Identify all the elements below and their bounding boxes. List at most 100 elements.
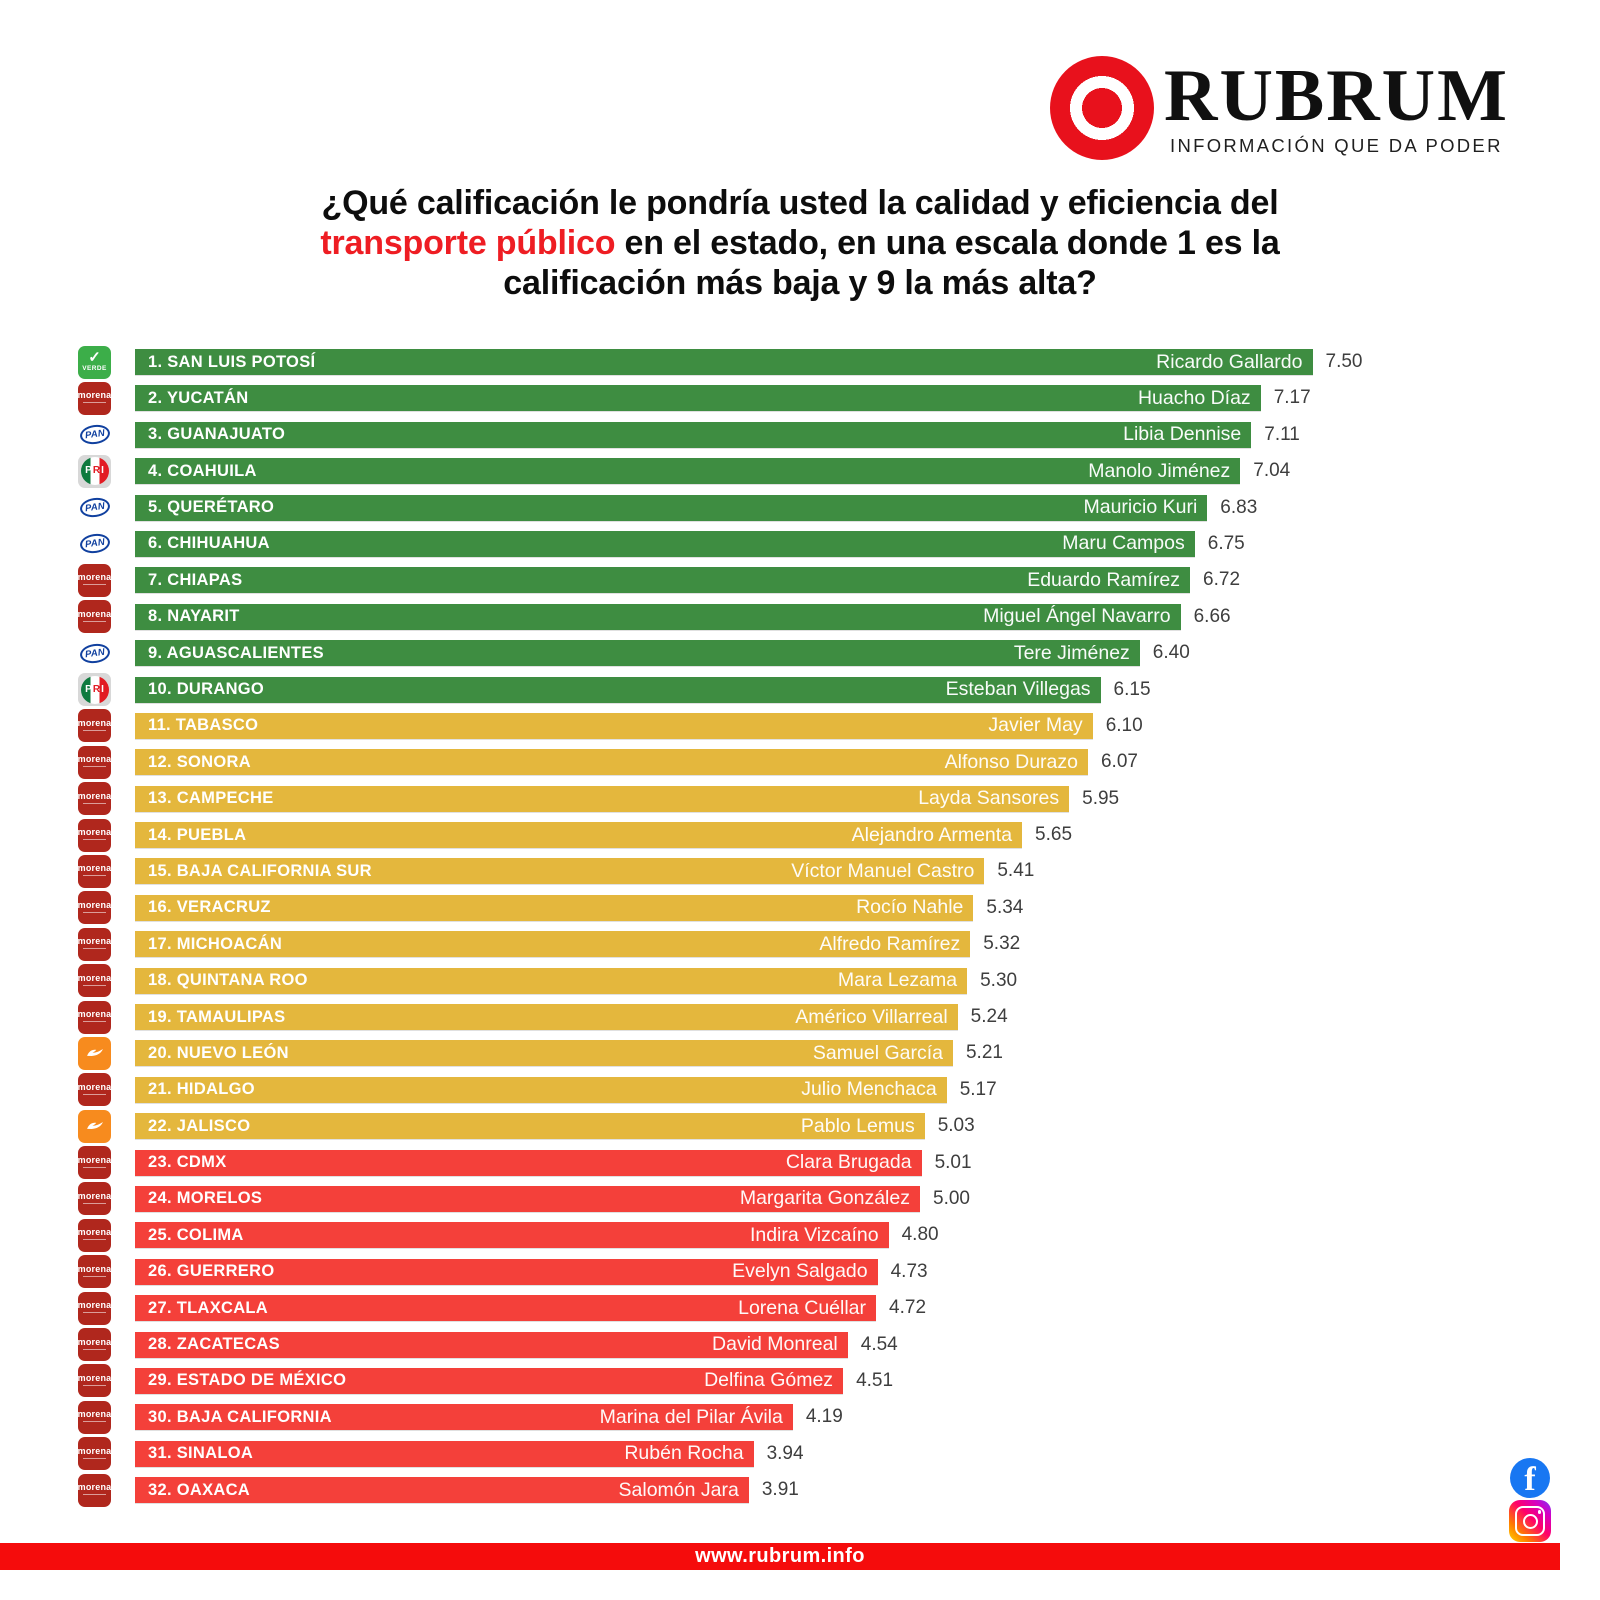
party-morena-icon: morena <box>78 745 111 779</box>
governor-name: Américo Villarreal <box>795 1005 948 1028</box>
state-bar: 8. NAYARIT Miguel Ángel Navarro <box>135 603 1181 630</box>
facebook-icon[interactable]: f <box>1510 1458 1550 1498</box>
party-morena-icon: morena <box>78 1073 111 1107</box>
party-morena-icon: morena <box>78 1364 111 1398</box>
state-bar: 24. MORELOS Margarita González <box>135 1185 920 1212</box>
chart-row: PAN 6. CHIHUAHUA Maru Campos 6.75 <box>78 527 1362 561</box>
state-bar: 19. TAMAULIPAS Américo Villarreal <box>135 1004 958 1031</box>
party-morena-icon: morena <box>78 600 111 634</box>
chart-row: morena 8. NAYARIT Miguel Ángel Navarro 6… <box>78 600 1362 634</box>
state-bar: 10. DURANGO Esteban Villegas <box>135 676 1101 703</box>
governor-name: Rocío Nahle <box>856 896 964 919</box>
governor-name: Mara Lezama <box>837 969 958 992</box>
footer-url[interactable]: www.rubrum.info <box>695 1545 865 1567</box>
governor-name: Indira Vizcaíno <box>749 1223 879 1246</box>
governor-name: Salomón Jara <box>618 1478 739 1501</box>
state-bar: 4. COAHUILA Manolo Jiménez <box>135 458 1241 485</box>
party-morena-icon: morena <box>78 1400 111 1434</box>
governor-name: Miguel Ángel Navarro <box>983 605 1171 628</box>
governor-name: Eduardo Ramírez <box>1027 568 1181 591</box>
chart-row: morena 18. QUINTANA ROO Mara Lezama 5.30 <box>78 964 1362 998</box>
state-bar: 27. TLAXCALA Lorena Cuéllar <box>135 1295 877 1322</box>
state-label: 17. MICHOACÁN <box>148 934 283 953</box>
score-value: 4.54 <box>860 1333 898 1355</box>
score-value: 5.03 <box>937 1115 975 1137</box>
party-pan-icon: PAN <box>78 418 111 452</box>
state-label: 16. VERACRUZ <box>148 898 271 917</box>
state-label: 12. SONORA <box>148 752 251 771</box>
score-value: 6.72 <box>1203 569 1241 591</box>
state-bar: 22. JALISCO Pablo Lemus <box>135 1113 925 1140</box>
governor-name: Layda Sansores <box>918 787 1060 810</box>
instagram-flash-dot <box>1537 1510 1541 1514</box>
score-value: 7.04 <box>1253 460 1291 482</box>
question-line2: transporte público en el estado, en una … <box>0 223 1600 263</box>
instagram-icon[interactable] <box>1509 1500 1551 1542</box>
governor-name: Clara Brugada <box>785 1151 912 1174</box>
chart-row: morena 15. BAJA CALIFORNIA SUR Víctor Ma… <box>78 854 1362 888</box>
governor-name: Rubén Rocha <box>624 1442 744 1465</box>
score-value: 4.73 <box>890 1260 928 1282</box>
chart-row: PAN 9. AGUASCALIENTES Tere Jiménez 6.40 <box>78 636 1362 670</box>
state-label: 15. BAJA CALIFORNIA SUR <box>148 861 372 880</box>
state-bar: 5. QUERÉTARO Mauricio Kuri <box>135 494 1208 521</box>
instagram-camera-frame <box>1515 1506 1545 1536</box>
chart-row: morena 25. COLIMA Indira Vizcaíno 4.80 <box>78 1218 1362 1252</box>
rubrum-logo: RUBRUM INFORMACIÓN QUE DA PODER <box>1050 56 1509 160</box>
governor-name: Alfonso Durazo <box>944 750 1078 773</box>
state-label: 26. GUERRERO <box>148 1262 275 1281</box>
state-label: 28. ZACATECAS <box>148 1335 280 1354</box>
state-label: 1. SAN LUIS POTOSÍ <box>148 352 316 371</box>
question-line2-rest: en el estado, en una escala donde 1 es l… <box>615 224 1280 262</box>
state-bar: 23. CDMX Clara Brugada <box>135 1149 922 1176</box>
chart-row: morena 16. VERACRUZ Rocío Nahle 5.34 <box>78 891 1362 925</box>
state-label: 6. CHIHUAHUA <box>148 534 270 553</box>
chart-row: morena 13. CAMPECHE Layda Sansores 5.95 <box>78 782 1362 816</box>
state-label: 11. TABASCO <box>148 716 259 735</box>
state-bar: 21. HIDALGO Julio Menchaca <box>135 1076 947 1103</box>
state-label: 5. QUERÉTARO <box>148 498 275 517</box>
state-bar: 16. VERACRUZ Rocío Nahle <box>135 894 974 921</box>
state-label: 9. AGUASCALIENTES <box>148 643 324 662</box>
brand-tagline: INFORMACIÓN QUE DA PODER <box>1170 134 1503 156</box>
score-value: 5.30 <box>980 969 1018 991</box>
governor-name: Tere Jiménez <box>1013 641 1130 664</box>
governor-name: Esteban Villegas <box>945 678 1091 701</box>
chart-row: morena 21. HIDALGO Julio Menchaca 5.17 <box>78 1073 1362 1107</box>
governor-name: Ricardo Gallardo <box>1156 350 1303 373</box>
state-label: 20. NUEVO LEÓN <box>148 1043 289 1062</box>
party-morena-icon: morena <box>78 1291 111 1325</box>
score-value: 6.66 <box>1193 605 1231 627</box>
state-bar: 9. AGUASCALIENTES Tere Jiménez <box>135 640 1140 667</box>
score-value: 7.11 <box>1264 423 1300 445</box>
chart-row: PAN 5. QUERÉTARO Mauricio Kuri 6.83 <box>78 491 1362 525</box>
question-line1: ¿Qué calificación le pondría usted la ca… <box>321 184 1279 222</box>
state-bar: 32. OAXACA Salomón Jara <box>135 1477 749 1504</box>
state-label: 24. MORELOS <box>148 1189 263 1208</box>
governor-name: Delfina Gómez <box>704 1369 834 1392</box>
state-label: 21. HIDALGO <box>148 1080 255 1099</box>
chart-row: morena 28. ZACATECAS David Monreal 4.54 <box>78 1328 1362 1362</box>
party-pan-icon: PAN <box>78 527 111 561</box>
governor-name: Samuel García <box>812 1041 943 1064</box>
chart-row: morena 32. OAXACA Salomón Jara 3.91 <box>78 1473 1362 1507</box>
score-value: 6.75 <box>1207 532 1245 554</box>
party-morena-icon: morena <box>78 1473 111 1507</box>
state-label: 10. DURANGO <box>148 680 265 699</box>
chart-row: morena 26. GUERRERO Evelyn Salgado 4.73 <box>78 1255 1362 1289</box>
state-bar: 1. SAN LUIS POTOSÍ Ricardo Gallardo <box>135 349 1313 375</box>
score-value: 6.15 <box>1113 678 1151 700</box>
bullseye-icon <box>1050 56 1154 160</box>
governor-name: Margarita González <box>739 1187 910 1210</box>
party-morena-icon: morena <box>78 563 111 597</box>
state-bar: 29. ESTADO DE MÉXICO Delfina Gómez <box>135 1367 844 1394</box>
score-value: 5.41 <box>997 860 1035 882</box>
state-label: 3. GUANAJUATO <box>148 425 286 444</box>
state-label: 27. TLAXCALA <box>148 1298 269 1317</box>
party-morena-icon: morena <box>78 818 111 852</box>
chart-row: morena 19. TAMAULIPAS Américo Villarreal… <box>78 1000 1362 1034</box>
score-value: 5.34 <box>986 896 1024 918</box>
instagram-lens <box>1522 1513 1538 1529</box>
governor-name: Alfredo Ramírez <box>819 932 961 955</box>
